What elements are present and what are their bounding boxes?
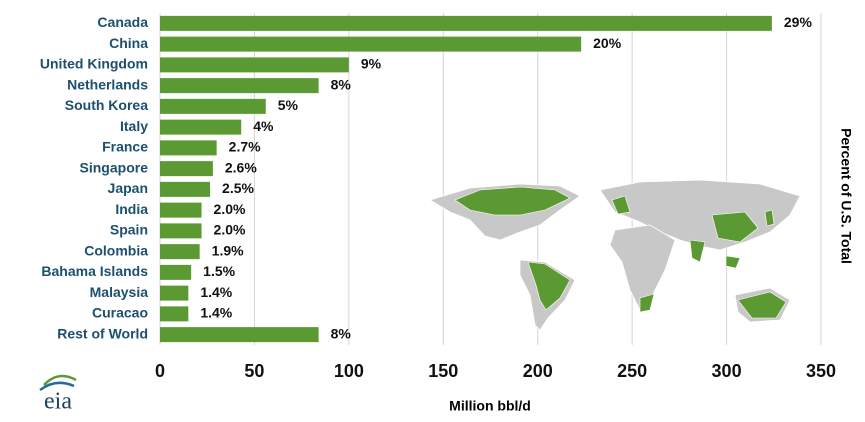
category-label: Netherlands (67, 76, 148, 92)
category-label: Canada (97, 14, 148, 30)
percent-label: 1.4% (200, 284, 232, 300)
percent-label: 1.5% (203, 263, 235, 279)
category-label: Bahama Islands (41, 263, 148, 279)
x-tick-label: 0 (155, 361, 165, 381)
bar (160, 36, 582, 52)
bar (160, 119, 242, 135)
percent-label: 2.6% (225, 159, 257, 175)
percent-label: 2.7% (229, 139, 261, 155)
world-map (429, 179, 801, 331)
category-label: Rest of World (57, 325, 148, 341)
bar (160, 15, 772, 31)
x-tick-label: 150 (428, 361, 458, 381)
category-label: China (109, 35, 148, 51)
logo: eia (39, 374, 77, 415)
bar (160, 161, 213, 177)
category-label: India (115, 201, 148, 217)
bar (160, 181, 211, 197)
percent-label: 5% (278, 97, 299, 113)
percent-label: 9% (361, 56, 382, 72)
bar (160, 264, 192, 280)
x-tick-label: 100 (334, 361, 364, 381)
logo-arc (43, 374, 77, 386)
category-label: Spain (110, 222, 148, 238)
percent-label: 1.4% (200, 305, 232, 321)
x-tick-label: 50 (244, 361, 264, 381)
percent-label: 4% (253, 118, 274, 134)
category-label: Italy (120, 118, 148, 134)
bar (160, 98, 266, 114)
x-tick-label: 350 (806, 361, 836, 381)
bar (160, 223, 202, 239)
percent-label: 8% (331, 325, 352, 341)
logo-text: eia (44, 389, 72, 415)
category-label: Japan (108, 180, 148, 196)
x-tick-label: 300 (712, 361, 742, 381)
percent-label: 29% (784, 14, 813, 30)
bar (160, 306, 189, 322)
category-label: Malaysia (90, 284, 149, 300)
category-label: Singapore (80, 159, 149, 175)
bar (160, 202, 202, 218)
x-axis-label: Million bbl/d (449, 398, 531, 414)
bar (160, 78, 319, 94)
percent-label: 2.0% (214, 201, 246, 217)
percent-label: 2.5% (222, 180, 254, 196)
percent-label: 1.9% (212, 242, 244, 258)
bar (160, 57, 349, 73)
x-tick-label: 250 (617, 361, 647, 381)
bar (160, 244, 200, 260)
category-label: South Korea (65, 97, 148, 113)
bar (160, 285, 189, 301)
category-label: France (102, 139, 148, 155)
category-label: Curacao (92, 305, 148, 321)
bar (160, 327, 319, 343)
percent-label: 2.0% (214, 222, 246, 238)
percent-label: 20% (593, 35, 622, 51)
x-tick-label: 200 (523, 361, 553, 381)
category-label: United Kingdom (40, 56, 148, 72)
percent-label: 8% (331, 76, 352, 92)
right-axis-label: Percent of U.S. Total (838, 128, 854, 264)
category-label: Colombia (84, 242, 148, 258)
logo-arc (39, 381, 75, 392)
bar (160, 140, 217, 156)
